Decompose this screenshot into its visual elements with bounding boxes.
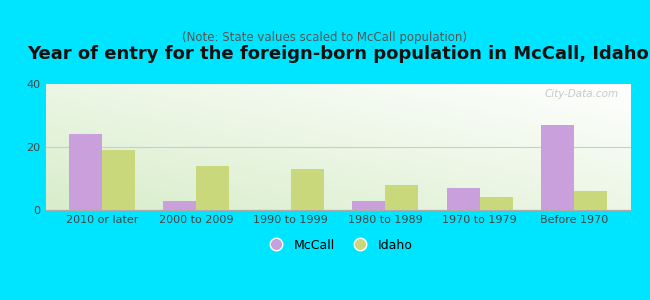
- Text: (Note: State values scaled to McCall population): (Note: State values scaled to McCall pop…: [183, 32, 467, 44]
- Bar: [196, 166, 229, 210]
- Bar: [541, 125, 574, 210]
- Bar: [480, 197, 513, 210]
- Bar: [69, 134, 102, 210]
- Bar: [385, 185, 418, 210]
- Bar: [447, 188, 480, 210]
- Legend: McCall, Idaho: McCall, Idaho: [259, 234, 417, 257]
- Bar: [102, 150, 135, 210]
- Text: City-Data.com: City-Data.com: [545, 89, 619, 99]
- Bar: [352, 200, 385, 210]
- Title: Year of entry for the foreign-born population in McCall, Idaho: Year of entry for the foreign-born popul…: [27, 45, 649, 63]
- Bar: [291, 169, 324, 210]
- Bar: [163, 200, 196, 210]
- Bar: [574, 191, 607, 210]
